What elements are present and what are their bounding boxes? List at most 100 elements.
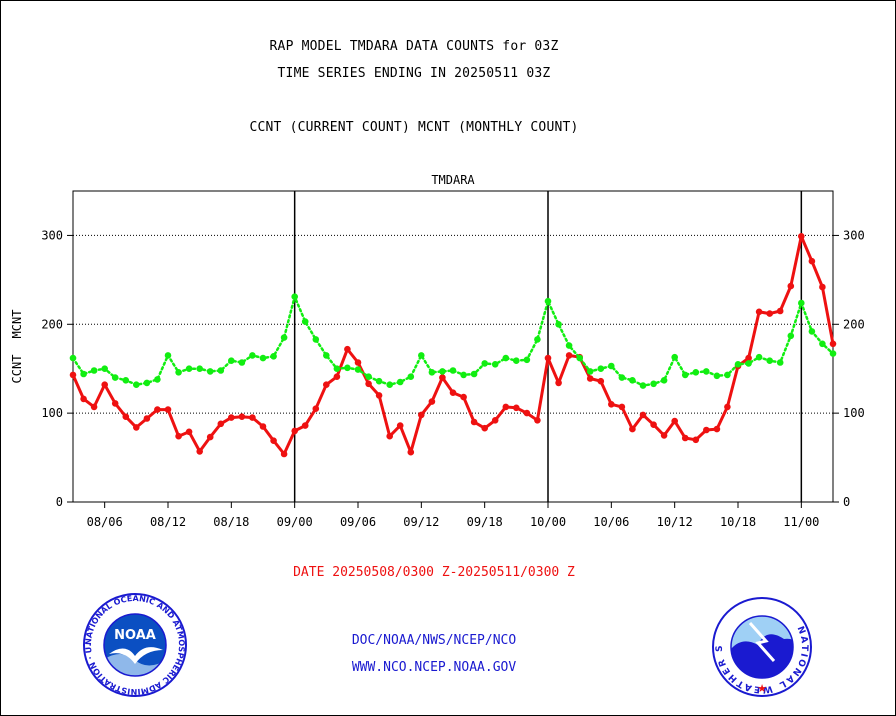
data-point-mcnt <box>365 373 372 381</box>
data-point-mcnt <box>608 362 615 370</box>
chart-subtitle: CCNT (CURRENT COUNT) MCNT (MONTHLY COUNT… <box>249 120 579 135</box>
data-point-mcnt <box>80 370 87 378</box>
data-point-mcnt <box>143 379 151 387</box>
data-point-mcnt <box>513 357 520 365</box>
data-point-ccnt <box>111 400 119 407</box>
data-point-ccnt <box>312 405 320 413</box>
data-point-mcnt <box>449 367 457 374</box>
x-tick-label: 10/06 <box>593 515 629 529</box>
data-point-mcnt <box>175 369 182 376</box>
data-point-mcnt <box>808 328 816 335</box>
data-point-mcnt <box>491 361 499 368</box>
data-point-mcnt <box>829 350 837 357</box>
data-point-ccnt <box>375 392 383 399</box>
data-point-ccnt <box>523 409 531 417</box>
data-point-ccnt <box>386 432 394 440</box>
data-point-ccnt <box>449 389 457 397</box>
y-tick-label-right: 0 <box>843 495 850 509</box>
data-point-mcnt <box>164 352 172 359</box>
data-point-ccnt <box>671 417 678 425</box>
data-point-ccnt <box>396 422 404 429</box>
website-link[interactable]: WWW.NCO.NCEP.NOAA.GOV <box>351 660 517 675</box>
data-point-ccnt <box>470 418 478 426</box>
data-point-ccnt <box>238 413 246 421</box>
data-point-ccnt <box>787 282 795 290</box>
data-point-ccnt <box>819 283 826 291</box>
data-point-ccnt <box>122 413 130 421</box>
data-point-mcnt <box>90 367 98 374</box>
data-point-ccnt <box>418 411 425 419</box>
data-point-ccnt <box>618 403 626 411</box>
data-point-ccnt <box>344 345 351 353</box>
chart-title-line2: TIME SERIES ENDING IN 20250511 03Z <box>277 66 551 81</box>
plot-frame <box>72 190 834 503</box>
data-point-ccnt <box>629 425 636 433</box>
data-point-mcnt <box>280 334 288 341</box>
data-point-ccnt <box>354 359 362 366</box>
data-point-mcnt <box>312 336 320 343</box>
data-point-mcnt <box>407 373 415 381</box>
date-range-label: DATE 20250508/0300 Z-20250511/0300 Z <box>293 565 575 580</box>
nws-logo: NATIONAL WEATHER SERVICE ★ <box>710 595 812 697</box>
data-point-ccnt <box>798 233 805 240</box>
data-point-ccnt <box>808 257 816 265</box>
data-point-mcnt <box>576 354 583 362</box>
data-point-ccnt <box>745 354 752 362</box>
data-point-ccnt <box>650 421 657 429</box>
data-point-ccnt <box>703 426 710 434</box>
x-tick-label: 09/06 <box>340 515 376 529</box>
data-point-mcnt <box>555 321 562 328</box>
x-tick-label: 08/06 <box>87 515 123 529</box>
data-point-ccnt <box>481 424 489 432</box>
data-point-ccnt <box>164 406 172 413</box>
data-point-mcnt <box>249 352 256 359</box>
data-point-ccnt <box>270 437 277 445</box>
data-point-mcnt <box>418 352 425 359</box>
data-point-mcnt <box>154 376 161 383</box>
data-point-ccnt <box>755 308 763 316</box>
data-point-ccnt <box>228 414 235 421</box>
data-point-ccnt <box>713 425 721 433</box>
data-point-ccnt <box>491 417 499 424</box>
x-tick-label: 08/12 <box>150 515 186 529</box>
data-point-ccnt <box>69 371 77 379</box>
x-tick-label: 10/00 <box>530 515 566 529</box>
data-point-ccnt <box>301 422 309 429</box>
data-point-ccnt <box>143 415 151 422</box>
data-point-mcnt <box>238 359 246 366</box>
y-tick-label-right: 300 <box>843 228 865 242</box>
data-point-mcnt <box>69 354 77 362</box>
data-point-ccnt <box>175 432 182 440</box>
data-point-ccnt <box>185 428 193 436</box>
data-point-mcnt <box>428 369 436 376</box>
data-point-mcnt <box>270 353 277 360</box>
data-point-ccnt <box>365 380 372 388</box>
data-point-ccnt <box>439 374 446 381</box>
data-point-ccnt <box>692 436 700 444</box>
agency-label[interactable]: DOC/NOAA/NWS/NCEP/NCO <box>351 633 517 648</box>
data-point-ccnt <box>544 354 552 362</box>
y-tick-label-right: 100 <box>843 406 865 420</box>
data-point-ccnt <box>776 307 784 315</box>
data-point-mcnt <box>703 368 710 375</box>
data-point-mcnt <box>681 371 689 379</box>
data-point-ccnt <box>766 310 773 317</box>
data-point-mcnt <box>291 293 299 301</box>
data-point-mcnt <box>185 365 193 373</box>
x-tick-label: 10/12 <box>657 515 693 529</box>
data-point-mcnt <box>819 340 826 348</box>
data-point-ccnt <box>534 417 541 424</box>
data-point-mcnt <box>671 353 678 361</box>
data-point-mcnt <box>734 361 742 368</box>
y-tick-label-left: 0 <box>56 495 63 509</box>
y-axis-label-ccnt: CCNT <box>10 355 24 384</box>
data-point-mcnt <box>396 378 404 386</box>
data-point-mcnt <box>565 342 573 349</box>
data-point-ccnt <box>217 420 225 428</box>
data-point-mcnt <box>133 381 140 389</box>
data-point-mcnt <box>523 356 531 364</box>
data-point-mcnt <box>724 371 731 379</box>
data-point-mcnt <box>228 357 235 365</box>
noaa-logo: NATIONAL OCEANIC AND ATMOSPHERIC ADMINIS… <box>81 592 187 697</box>
data-point-mcnt <box>122 377 130 384</box>
